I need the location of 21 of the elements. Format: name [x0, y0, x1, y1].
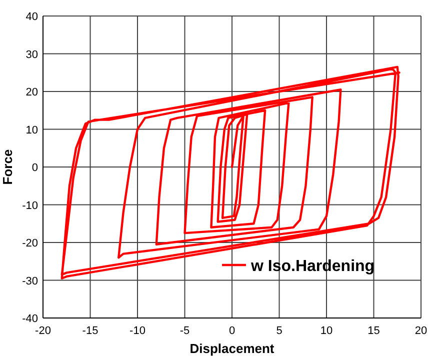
x-tick-label: -20: [35, 325, 51, 337]
x-tick-label: 20: [414, 325, 428, 337]
y-tick-label: -30: [22, 275, 38, 288]
y-tick-label: 20: [26, 86, 38, 98]
line-series: [60, 66, 400, 280]
y-tick-label: -10: [22, 200, 38, 212]
y-tick-label: 30: [26, 48, 38, 61]
y-axis-title: Force: [0, 149, 15, 185]
x-tick-label: 15: [368, 325, 380, 337]
x-tick-label: 5: [276, 325, 282, 337]
y-tick-label: -40: [22, 313, 38, 325]
x-tick-label: 10: [320, 325, 333, 337]
y-tick-label: 0: [32, 162, 38, 174]
x-tick-label: -15: [82, 325, 98, 337]
x-tick-label: -5: [180, 325, 190, 337]
x-axis-title: Displacement: [190, 341, 275, 356]
x-tick-label: -10: [130, 325, 146, 337]
y-tick-label: 10: [26, 124, 38, 136]
y-tick-label: -20: [22, 238, 38, 250]
x-tick-label: 0: [228, 325, 236, 337]
y-tick-label: 40: [26, 11, 38, 23]
